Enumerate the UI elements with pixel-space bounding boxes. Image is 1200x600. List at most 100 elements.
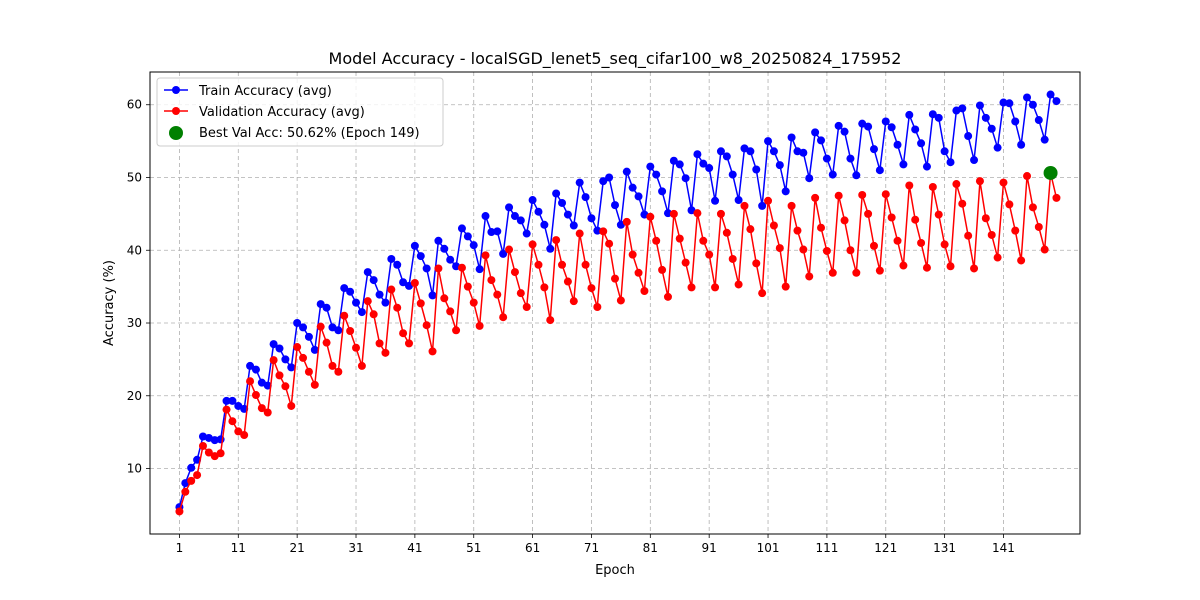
y-tick-label: 30 (127, 316, 142, 330)
train-point (699, 159, 708, 168)
train-point (987, 124, 996, 133)
grid (150, 72, 1080, 534)
x-tick-label: 121 (874, 541, 897, 555)
train-point (940, 147, 949, 156)
train-point (281, 355, 290, 364)
train-point (628, 183, 637, 192)
val-point (769, 221, 778, 230)
train-point (263, 381, 272, 390)
train-point (540, 220, 549, 229)
train-point (499, 249, 508, 258)
train-point (869, 145, 878, 154)
train-point (369, 276, 378, 285)
val-point (934, 210, 943, 219)
train-point (363, 268, 372, 277)
legend: Train Accuracy (avg) Validation Accuracy… (156, 77, 444, 147)
val-point (669, 209, 678, 218)
train-point (611, 201, 619, 210)
val-point (852, 268, 861, 277)
val-point (611, 274, 619, 283)
val-point (981, 214, 990, 223)
val-point (1052, 193, 1061, 202)
val-point (251, 391, 260, 400)
val-point (558, 260, 567, 269)
val-point (193, 471, 202, 480)
val-point (964, 231, 973, 240)
x-tick-label: 61 (525, 541, 540, 555)
plot-frame (149, 71, 1081, 535)
train-point (187, 463, 196, 472)
val-point (793, 226, 802, 235)
train-point (552, 189, 561, 198)
val-point (752, 259, 761, 268)
train-point (893, 140, 902, 149)
val-point (652, 236, 661, 245)
train-point (605, 173, 614, 182)
train-point (1052, 97, 1061, 106)
val-point (352, 343, 361, 352)
train-point (881, 117, 890, 126)
train-point (922, 162, 931, 171)
legend-best-label: Best Val Acc: 50.62% (Epoch 149) (199, 126, 420, 141)
train-point (899, 160, 908, 169)
val-point (304, 367, 313, 376)
train-point (775, 161, 784, 170)
legend-train-label: Train Accuracy (avg) (198, 84, 332, 99)
val-point (463, 282, 472, 291)
val-point (858, 190, 867, 199)
val-point (487, 276, 496, 285)
train-point (516, 216, 525, 225)
series-layer (175, 90, 1061, 516)
train-point (1011, 117, 1020, 126)
val-point (540, 283, 549, 292)
train-point (928, 110, 937, 119)
train-point (722, 152, 731, 161)
train-point (934, 113, 943, 122)
val-point (1028, 203, 1037, 212)
x-tick-label: 41 (407, 541, 422, 555)
train-point (1017, 140, 1026, 149)
train-point (269, 340, 278, 349)
val-point (840, 216, 849, 225)
x-tick-label: 51 (466, 541, 481, 555)
axis-ticks: 1 11 21 31 41 51 61 71 81 91 101 111 121 131 141102030… (127, 98, 1015, 555)
val-point (675, 234, 684, 243)
train-point (758, 201, 767, 210)
val-point (922, 263, 931, 272)
val-point (1040, 245, 1049, 254)
train-point (675, 160, 684, 169)
best-val-point (1043, 165, 1058, 180)
val-point (457, 263, 466, 272)
val-point (628, 250, 637, 259)
train-point (693, 150, 702, 159)
train-point (487, 228, 496, 237)
train-point (475, 265, 484, 274)
x-tick-label: 71 (584, 541, 599, 555)
train-point (469, 241, 478, 250)
val-point (834, 191, 843, 200)
val-point (787, 201, 796, 210)
val-point (1023, 172, 1032, 181)
train-point (622, 167, 631, 176)
val-point (246, 377, 255, 386)
val-point (805, 272, 814, 281)
val-point (299, 353, 308, 362)
train-point (1046, 90, 1055, 99)
val-point (711, 283, 720, 292)
train-point (846, 154, 855, 163)
val-point (275, 371, 284, 380)
val-point (928, 182, 937, 191)
train-point (728, 170, 737, 179)
val-point (357, 361, 366, 370)
val-point (1005, 200, 1014, 209)
train-point (246, 361, 255, 370)
train-point (864, 122, 873, 131)
val-point (563, 277, 572, 286)
train-point (993, 143, 1002, 152)
train-point (558, 198, 567, 207)
train-point (781, 187, 790, 196)
val-point (905, 181, 914, 190)
train-point (705, 164, 714, 173)
train-point (822, 154, 831, 163)
train-point (287, 363, 296, 372)
